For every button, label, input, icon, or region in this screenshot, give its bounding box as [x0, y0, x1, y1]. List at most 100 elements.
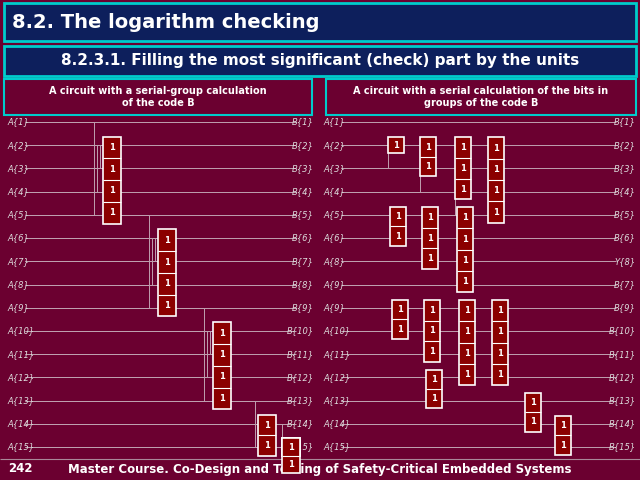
Text: 1: 1 — [288, 447, 294, 456]
Text: B{3}: B{3} — [614, 164, 636, 173]
Text: B{14}: B{14} — [287, 420, 314, 428]
Text: B{6}: B{6} — [614, 234, 636, 242]
Bar — [4, 79, 312, 115]
Text: 1: 1 — [397, 305, 403, 314]
Bar — [390, 207, 406, 246]
Text: 1: 1 — [530, 418, 536, 426]
Text: 1: 1 — [395, 232, 401, 240]
Text: A{13}: A{13} — [323, 396, 350, 405]
Text: B{6}: B{6} — [292, 234, 314, 242]
Text: B{9}: B{9} — [292, 303, 314, 312]
Bar — [457, 207, 473, 292]
Bar — [459, 300, 475, 385]
Text: A circuit with a serial calculation of the bits in
groups of the code B: A circuit with a serial calculation of t… — [353, 86, 609, 108]
Text: A{11}: A{11} — [323, 349, 350, 359]
Text: B{15}: B{15} — [287, 443, 314, 452]
Bar — [326, 79, 636, 115]
Text: 1: 1 — [264, 421, 270, 430]
Text: B{4}: B{4} — [614, 187, 636, 196]
Text: A{3}: A{3} — [323, 164, 345, 173]
Text: B{11}: B{11} — [609, 349, 636, 359]
Text: A{5}: A{5} — [7, 210, 29, 219]
Text: A{2}: A{2} — [323, 141, 345, 150]
Text: 1: 1 — [264, 441, 270, 450]
Text: 1: 1 — [429, 347, 435, 356]
Bar — [420, 137, 436, 176]
Bar — [158, 229, 176, 316]
Bar — [426, 370, 442, 408]
Text: 1: 1 — [464, 370, 470, 379]
Text: 1: 1 — [164, 236, 170, 245]
Text: 1: 1 — [395, 212, 401, 221]
Text: 1: 1 — [164, 301, 170, 310]
Text: 1: 1 — [493, 207, 499, 216]
Text: A{8}: A{8} — [323, 257, 345, 266]
Text: A{10}: A{10} — [323, 326, 350, 336]
Text: Master Course. Co-Design and Testing of Safety-Critical Embedded Systems: Master Course. Co-Design and Testing of … — [68, 463, 572, 476]
Text: 242: 242 — [8, 463, 33, 476]
Text: 1: 1 — [427, 254, 433, 263]
Text: B{9}: B{9} — [614, 303, 636, 312]
Text: 8.2. The logarithm checking: 8.2. The logarithm checking — [12, 12, 319, 32]
Text: B{12}: B{12} — [287, 373, 314, 382]
Text: 1: 1 — [460, 185, 466, 193]
Text: A{6}: A{6} — [323, 234, 345, 242]
Text: B{10}: B{10} — [287, 326, 314, 336]
Text: 1: 1 — [429, 306, 435, 315]
Text: A{15}: A{15} — [323, 443, 350, 452]
Text: B{13}: B{13} — [287, 396, 314, 405]
Text: A{14}: A{14} — [323, 420, 350, 428]
Text: 8.2.3.1. Filling the most significant (check) part by the units: 8.2.3.1. Filling the most significant (c… — [61, 53, 579, 69]
Text: 1: 1 — [464, 348, 470, 358]
Bar — [392, 300, 408, 339]
Text: 1: 1 — [464, 327, 470, 336]
Text: 1: 1 — [393, 141, 399, 150]
Text: 1: 1 — [431, 394, 437, 403]
Bar — [282, 438, 300, 473]
Text: A{10}: A{10} — [7, 326, 35, 336]
Bar — [4, 46, 636, 76]
Bar — [213, 322, 231, 409]
Text: 1: 1 — [460, 164, 466, 173]
Text: B{2}: B{2} — [292, 141, 314, 150]
Bar — [258, 415, 276, 456]
Text: 1: 1 — [425, 162, 431, 171]
Text: A{9}: A{9} — [323, 303, 345, 312]
Text: 1: 1 — [288, 438, 294, 447]
Text: A{2}: A{2} — [7, 141, 29, 150]
Text: B{8}: B{8} — [292, 280, 314, 289]
Text: 1: 1 — [462, 256, 468, 265]
Bar — [282, 438, 300, 456]
Bar — [455, 137, 471, 200]
Text: A{15}: A{15} — [7, 443, 35, 452]
Text: A circuit with a serial-group calculation
of the code B: A circuit with a serial-group calculatio… — [49, 86, 267, 108]
Text: 1: 1 — [427, 234, 433, 242]
Text: B{4}: B{4} — [292, 187, 314, 196]
Text: A{1}: A{1} — [323, 118, 345, 127]
Text: 1: 1 — [497, 327, 503, 336]
Text: 1: 1 — [427, 213, 433, 222]
Text: A{4}: A{4} — [323, 187, 345, 196]
Text: B{13}: B{13} — [609, 396, 636, 405]
Text: B{11}: B{11} — [287, 349, 314, 359]
Text: 1: 1 — [493, 186, 499, 195]
Text: B{5}: B{5} — [292, 210, 314, 219]
Text: A{8}: A{8} — [7, 280, 29, 289]
Text: B{2}: B{2} — [614, 141, 636, 150]
Text: 1: 1 — [109, 165, 115, 174]
Text: B{1}: B{1} — [614, 118, 636, 127]
Text: 1: 1 — [109, 143, 115, 152]
Text: A{9}: A{9} — [7, 303, 29, 312]
Text: 1: 1 — [431, 375, 437, 384]
Text: 1: 1 — [288, 447, 294, 456]
Text: 1: 1 — [164, 257, 170, 266]
Bar — [492, 300, 508, 385]
Text: 1: 1 — [560, 441, 566, 450]
Text: 1: 1 — [530, 398, 536, 407]
Bar — [525, 393, 541, 432]
Text: 1: 1 — [497, 370, 503, 379]
Text: 1: 1 — [462, 213, 468, 222]
Text: B{7}: B{7} — [292, 257, 314, 266]
Text: 1: 1 — [462, 277, 468, 286]
Text: A{13}: A{13} — [7, 396, 35, 405]
